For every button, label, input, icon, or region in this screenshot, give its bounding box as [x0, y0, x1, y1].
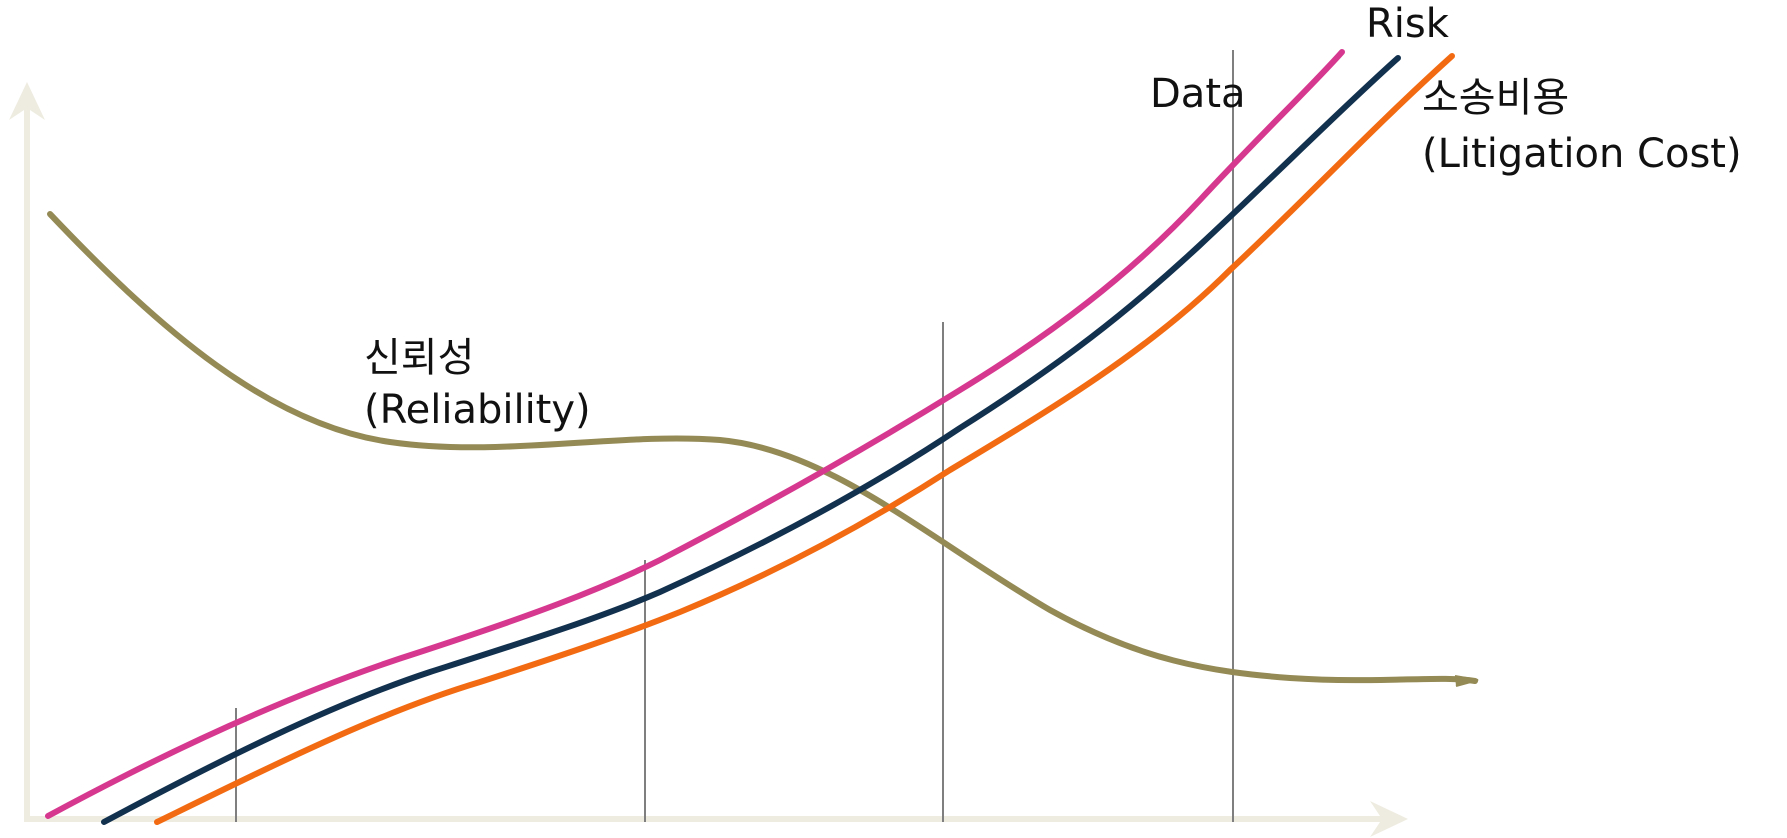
risk-label: Risk: [1366, 1, 1449, 47]
reliability-curve: [47, 211, 1478, 684]
reliability-arrow-tip: [1454, 675, 1479, 687]
litigation-cost-label: 소송비용 (Litigation Cost): [1422, 70, 1742, 182]
y-axis-arrowhead: [9, 82, 45, 120]
reliability-label: 신뢰성 (Reliability): [364, 332, 591, 436]
guide-lines: [235, 50, 1234, 822]
reliability-label-korean: 신뢰성: [364, 335, 475, 381]
x-axis-arrowhead: [1370, 801, 1408, 837]
risk-curve: [101, 55, 1401, 825]
litigation-cost-curve: [154, 53, 1455, 825]
data-curve: [45, 49, 1345, 819]
reliability-label-english: (Reliability): [364, 387, 591, 433]
data-label: Data: [1150, 71, 1246, 117]
litigation-cost-label-korean: 소송비용: [1422, 75, 1570, 121]
litigation-cost-label-english: (Litigation Cost): [1422, 131, 1742, 177]
axes: [9, 82, 1408, 837]
